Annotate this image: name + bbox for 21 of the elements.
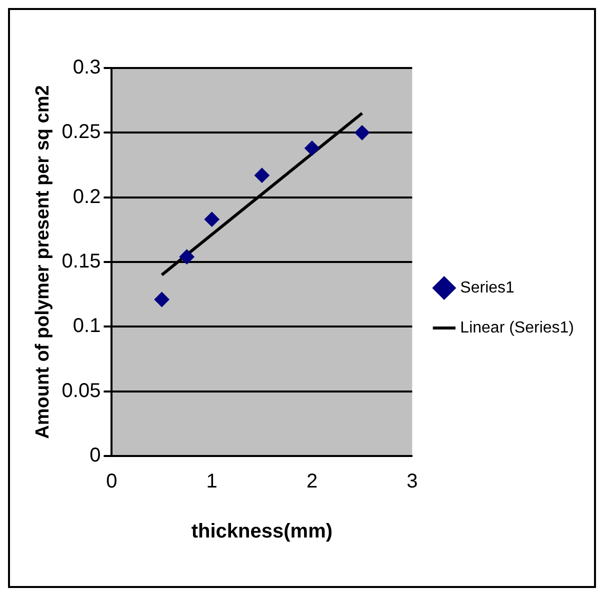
x-tick-label: 3 xyxy=(406,470,418,493)
y-tick-label: 0.05 xyxy=(62,380,101,402)
point xyxy=(154,292,170,308)
point xyxy=(204,212,220,227)
x-tick-label: 2 xyxy=(306,470,318,493)
x-axis-title: thickness(mm) xyxy=(191,520,333,543)
y-tick-label: 0.15 xyxy=(62,250,101,273)
point xyxy=(354,125,370,140)
point xyxy=(254,168,270,183)
y-tick-label: 0.1 xyxy=(72,315,101,338)
y-tick-label: 0.3 xyxy=(72,56,101,79)
y-tick-label: 0 xyxy=(90,444,101,467)
x-tick-label: 1 xyxy=(206,470,218,493)
legend-label: Linear (Series1) xyxy=(460,319,574,336)
y-axis-title: Amount of polymer present per sq cm2 xyxy=(32,85,54,439)
point xyxy=(179,249,194,264)
x-tick-label: 0 xyxy=(106,470,118,493)
y-tick-label: 0.2 xyxy=(72,186,101,208)
y-tick-label: 0.25 xyxy=(62,121,101,144)
legend-label: Series1 xyxy=(460,279,515,296)
point xyxy=(304,140,320,156)
